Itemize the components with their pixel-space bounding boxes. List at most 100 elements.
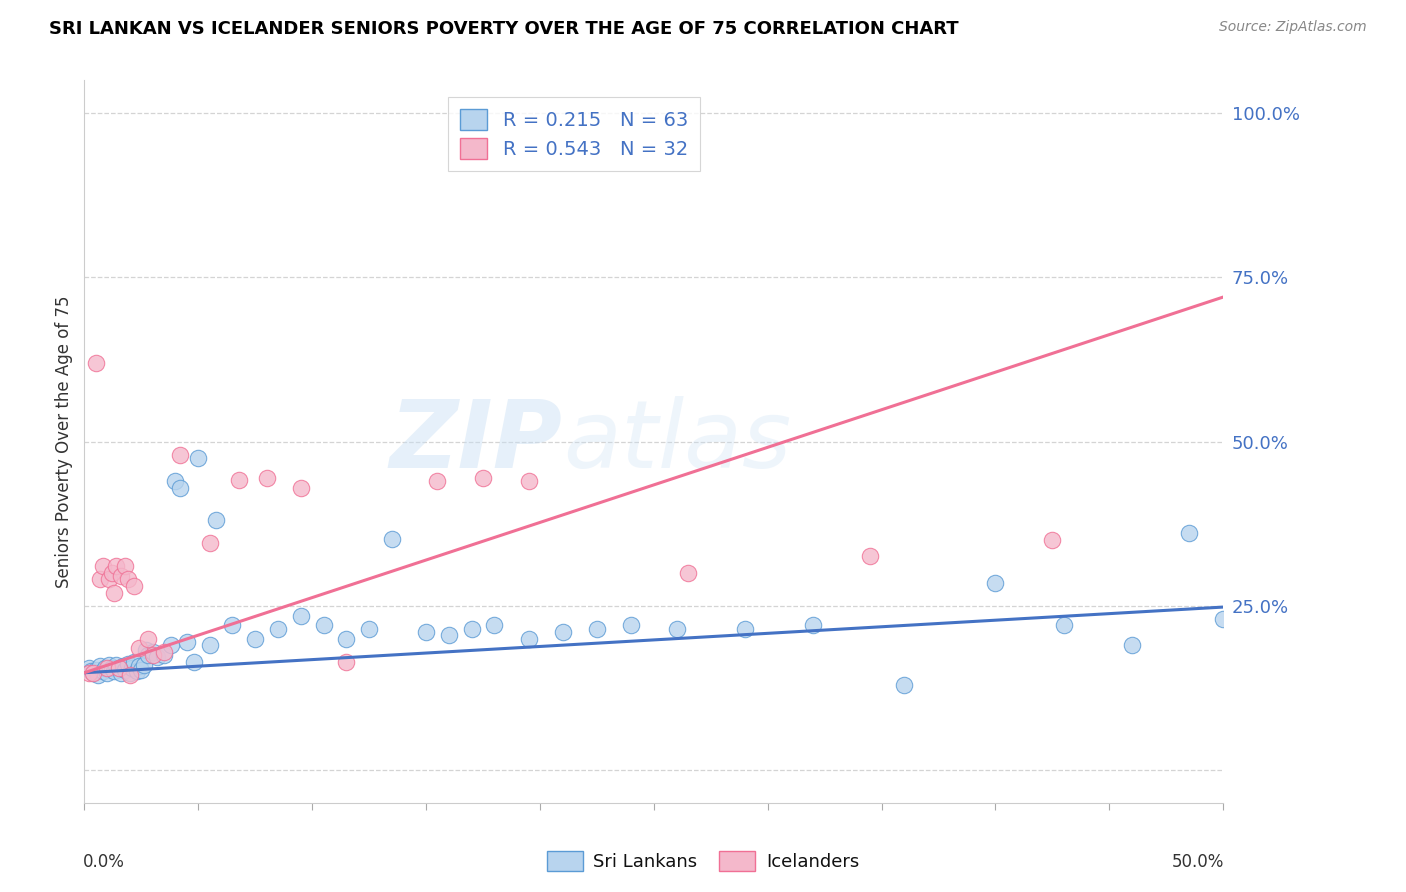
Point — [89, 573, 111, 587]
Point — [100, 661, 122, 675]
Point — [105, 559, 128, 574]
Point — [142, 648, 165, 662]
Text: ZIP: ZIP — [389, 395, 562, 488]
Point — [256, 471, 278, 485]
Point — [198, 536, 221, 550]
Point — [1121, 638, 1143, 652]
Point — [118, 665, 141, 680]
Text: 50.0%: 50.0% — [1173, 854, 1225, 871]
Point — [105, 657, 128, 672]
Point — [131, 663, 153, 677]
Point — [91, 559, 114, 574]
Point — [107, 661, 129, 675]
Point — [290, 608, 312, 623]
Point — [91, 665, 114, 679]
Point — [107, 661, 129, 675]
Point — [103, 665, 125, 679]
Point — [1212, 612, 1234, 626]
Point — [221, 618, 243, 632]
Point — [859, 549, 882, 564]
Point — [125, 665, 148, 679]
Point — [136, 648, 159, 662]
Point — [124, 655, 146, 669]
Point — [117, 573, 139, 587]
Point — [176, 635, 198, 649]
Point — [146, 650, 169, 665]
Point — [312, 618, 335, 632]
Point — [551, 625, 574, 640]
Point — [128, 659, 150, 673]
Point — [893, 677, 915, 691]
Point — [77, 665, 100, 680]
Point — [169, 481, 191, 495]
Point — [426, 474, 449, 488]
Point — [84, 663, 107, 677]
Point — [82, 665, 104, 680]
Point — [1053, 618, 1076, 632]
Point — [1178, 526, 1201, 541]
Point — [84, 356, 107, 370]
Point — [183, 655, 205, 669]
Text: 0.0%: 0.0% — [83, 854, 125, 871]
Point — [103, 585, 125, 599]
Point — [89, 659, 111, 673]
Point — [121, 661, 143, 675]
Point — [437, 628, 460, 642]
Legend: R = 0.215   N = 63, R = 0.543   N = 32: R = 0.215 N = 63, R = 0.543 N = 32 — [449, 97, 700, 170]
Point — [290, 481, 312, 495]
Point — [110, 569, 132, 583]
Point — [267, 622, 290, 636]
Point — [517, 632, 540, 646]
Point — [665, 622, 688, 636]
Point — [94, 661, 117, 675]
Y-axis label: Seniors Poverty Over the Age of 75: Seniors Poverty Over the Age of 75 — [55, 295, 73, 588]
Point — [80, 665, 103, 679]
Point — [586, 622, 609, 636]
Point — [1042, 533, 1064, 547]
Point — [160, 638, 183, 652]
Point — [381, 532, 404, 546]
Point — [165, 474, 187, 488]
Point — [82, 665, 104, 680]
Point — [117, 657, 139, 671]
Point — [114, 559, 136, 574]
Point — [132, 657, 155, 672]
Point — [472, 471, 495, 485]
Point — [801, 618, 824, 632]
Point — [128, 641, 150, 656]
Point — [135, 643, 157, 657]
Point — [153, 645, 176, 659]
Point — [77, 661, 100, 675]
Point — [98, 573, 121, 587]
Point — [118, 667, 141, 681]
Point — [460, 622, 482, 636]
Point — [517, 474, 540, 488]
Point — [620, 618, 643, 632]
Point — [984, 575, 1007, 590]
Point — [187, 450, 209, 465]
Text: Source: ZipAtlas.com: Source: ZipAtlas.com — [1219, 20, 1367, 34]
Point — [100, 566, 122, 580]
Text: SRI LANKAN VS ICELANDER SENIORS POVERTY OVER THE AGE OF 75 CORRELATION CHART: SRI LANKAN VS ICELANDER SENIORS POVERTY … — [49, 20, 959, 37]
Point — [676, 566, 699, 580]
Point — [205, 513, 228, 527]
Point — [87, 667, 110, 681]
Point — [198, 638, 221, 652]
Point — [359, 622, 381, 636]
Point — [228, 473, 250, 487]
Point — [169, 448, 191, 462]
Point — [153, 648, 176, 662]
Point — [734, 622, 756, 636]
Point — [96, 661, 118, 675]
Point — [124, 579, 146, 593]
Point — [335, 655, 357, 669]
Point — [335, 632, 357, 646]
Point — [142, 645, 165, 659]
Point — [245, 632, 267, 646]
Point — [415, 625, 437, 640]
Point — [96, 665, 118, 680]
Point — [136, 632, 159, 646]
Point — [484, 618, 506, 632]
Point — [114, 663, 136, 677]
Point — [98, 657, 121, 672]
